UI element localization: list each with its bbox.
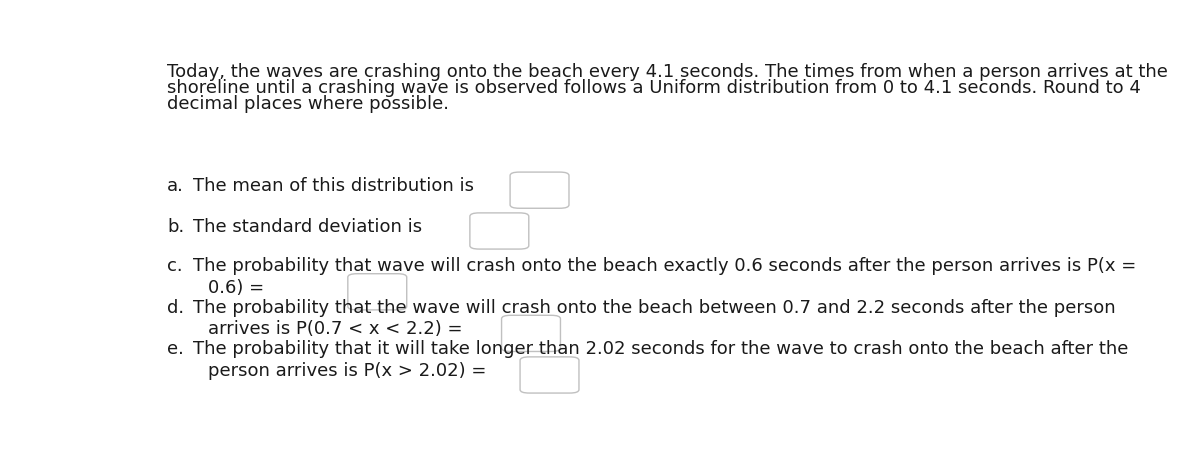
Text: person arrives is P(x > 2.02) =: person arrives is P(x > 2.02) = <box>208 362 486 380</box>
Text: The probability that wave will crash onto the beach exactly 0.6 seconds after th: The probability that wave will crash ont… <box>193 257 1136 275</box>
Text: c.: c. <box>167 257 182 275</box>
Text: shoreline until a crashing wave is observed follows a Uniform distribution from : shoreline until a crashing wave is obser… <box>167 79 1141 97</box>
Text: The standard deviation is: The standard deviation is <box>193 218 421 236</box>
Text: e.: e. <box>167 340 184 358</box>
Text: 0.6) =: 0.6) = <box>208 279 264 297</box>
FancyBboxPatch shape <box>502 315 560 352</box>
FancyBboxPatch shape <box>470 213 529 249</box>
Text: a.: a. <box>167 177 184 195</box>
FancyBboxPatch shape <box>510 172 569 208</box>
FancyBboxPatch shape <box>520 357 578 393</box>
Text: d.: d. <box>167 299 184 317</box>
Text: b.: b. <box>167 218 185 236</box>
Text: The mean of this distribution is: The mean of this distribution is <box>193 177 474 195</box>
Text: The probability that the wave will crash onto the beach between 0.7 and 2.2 seco: The probability that the wave will crash… <box>193 299 1115 317</box>
Text: decimal places where possible.: decimal places where possible. <box>167 96 449 114</box>
FancyBboxPatch shape <box>348 274 407 310</box>
Text: The probability that it will take longer than 2.02 seconds for the wave to crash: The probability that it will take longer… <box>193 340 1128 358</box>
Text: Today, the waves are crashing onto the beach every 4.1 seconds. The times from w: Today, the waves are crashing onto the b… <box>167 63 1168 81</box>
Text: arrives is P(0.7 < x < 2.2) =: arrives is P(0.7 < x < 2.2) = <box>208 320 463 338</box>
